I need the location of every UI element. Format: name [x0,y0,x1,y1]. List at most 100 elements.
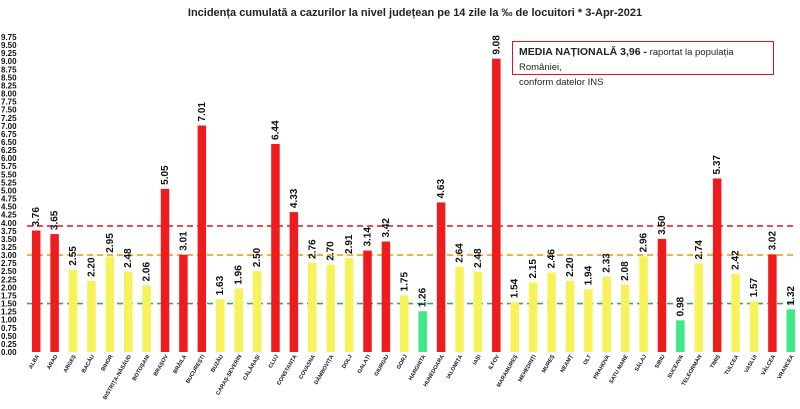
bar [620,284,630,352]
x-tick-label: COVASNA [298,354,317,380]
value-label: 7.01 [197,102,208,122]
bar [160,188,170,352]
x-tick-label: CLUJ [268,354,280,369]
y-tick-label: 3.75 [1,227,17,236]
x-tick-label: BUCUREȘTI [185,354,206,385]
bar [436,202,446,352]
y-tick-label: 8.50 [1,73,17,82]
y-tick-label: 1.75 [1,291,17,300]
bar [676,320,685,352]
bar [381,241,391,352]
value-label: 2.33 [602,253,613,273]
y-tick-label: 0.75 [1,324,17,333]
x-tick-label: IAȘI [472,354,483,367]
value-label: 3.14 [362,227,373,247]
x-tick-label: ILFOV [488,354,501,371]
value-label: 1.57 [749,277,760,297]
x-tick-label: SUCEAVA [667,354,685,380]
x-tick-label: MEHEDINȚI [518,354,539,384]
y-tick-label: 8.00 [1,90,17,99]
x-tick-label: PRAHOVA [593,354,612,380]
x-tick-label: SATU MARE [609,354,631,385]
bar [142,285,151,352]
bar [179,254,188,352]
bar [50,234,59,352]
y-tick-label: 7.00 [1,122,17,131]
bar [289,212,299,352]
y-tick-label: 5.50 [1,170,17,179]
bar [326,264,335,352]
x-tick-label: VASLUI [744,354,759,375]
value-label: 0.98 [675,296,686,316]
y-tick-label: 0.00 [1,348,17,357]
value-label: 2.20 [565,257,576,277]
y-tick-label: 7.25 [1,114,17,123]
value-label: 5.37 [712,155,723,175]
bar [657,238,667,352]
x-tick-label: OLT [583,353,594,366]
y-tick-label: 9.50 [1,41,17,50]
bar [400,295,409,352]
bar [271,143,280,352]
x-tick-label: ARGEȘ [63,354,78,374]
bar [492,58,501,353]
value-label: 2.64 [455,243,466,263]
x-tick-label: DOLJ [341,354,354,370]
value-label: 4.63 [436,179,447,199]
y-tick-label: 6.00 [1,154,17,163]
value-label: 6.44 [270,120,281,140]
bar [768,254,777,352]
x-tick-label: BOTOȘANI [132,354,152,382]
y-tick-label: 1.25 [1,308,17,317]
y-tick-label: 6.50 [1,138,17,147]
value-label: 2.20 [86,257,97,277]
value-label: 2.74 [694,240,705,260]
y-tick-label: 5.75 [1,162,17,171]
bar [105,256,115,352]
value-label: 2.91 [344,234,355,254]
value-label: 2.70 [326,241,337,261]
bar [731,273,740,352]
value-label: 1.94 [583,265,594,285]
y-axis: 0.000.250.500.751.001.251.501.752.002.25… [1,33,17,357]
bar [528,282,538,352]
y-tick-label: 8.25 [1,81,17,90]
y-tick-label: 2.50 [1,267,17,276]
y-tick-label: 7.50 [1,106,17,115]
y-tick-label: 3.25 [1,243,17,252]
bar [197,125,207,353]
bar [344,257,354,352]
x-tick-label: BACĂU [80,353,96,374]
x-tick-label: GORJ [396,354,409,371]
value-label: 2.48 [123,248,134,268]
y-tick-label: 6.25 [1,146,17,155]
value-label: 3.02 [767,231,778,251]
x-tick-label: BRAȘOV [153,354,170,378]
value-label: 2.76 [307,239,318,259]
y-tick-label: 2.00 [1,283,17,292]
y-tick-label: 1.00 [1,316,17,325]
x-tick-label: GIURGIU [374,354,391,377]
value-label: 2.06 [142,262,153,282]
threshold-lines [27,225,797,305]
value-label: 1.75 [399,272,410,292]
x-tick-label: BRĂILA [172,353,188,375]
value-label: 2.50 [252,247,263,267]
x-tick-label: NEAMȚ [560,353,575,373]
bar [602,276,611,352]
y-tick-label: 2.25 [1,275,17,284]
value-label: 2.08 [620,261,631,281]
value-label: 5.05 [160,165,171,185]
value-label: 9.08 [491,35,502,55]
bar [565,280,575,352]
y-tick-label: 9.75 [1,33,17,42]
y-tick-label: 2.75 [1,259,17,268]
y-tick-label: 4.50 [1,203,17,212]
y-tick-label: 7.75 [1,98,17,107]
value-label: 3.76 [31,207,42,227]
x-tick-label: ALBA [28,354,41,370]
value-label: 2.42 [731,250,742,270]
value-label: 2.15 [528,259,539,279]
legend-average-text: raportat la populația României, [519,47,734,73]
